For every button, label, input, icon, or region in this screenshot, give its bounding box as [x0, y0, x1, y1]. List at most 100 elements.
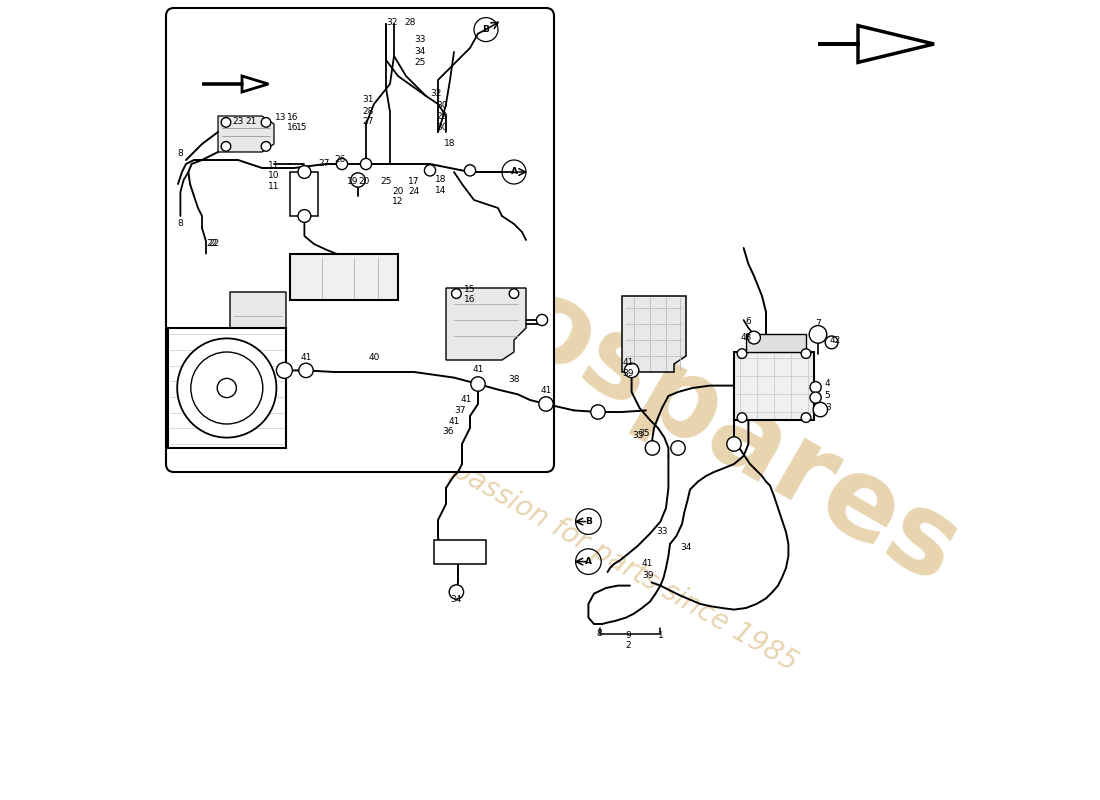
Text: 6: 6: [746, 317, 751, 326]
Circle shape: [471, 377, 485, 391]
Circle shape: [537, 314, 548, 326]
Text: 2: 2: [626, 641, 631, 650]
Text: 30: 30: [437, 101, 448, 110]
Text: 34: 34: [451, 595, 462, 605]
Text: 36: 36: [442, 427, 454, 437]
Text: 15: 15: [464, 285, 475, 294]
Text: 7: 7: [815, 319, 821, 329]
Text: 8: 8: [177, 149, 184, 158]
Circle shape: [464, 165, 475, 176]
Text: 4: 4: [825, 379, 830, 389]
Text: 8: 8: [177, 219, 184, 229]
Circle shape: [221, 142, 231, 151]
Circle shape: [449, 585, 463, 599]
Text: B: B: [483, 25, 490, 34]
Text: 20: 20: [393, 187, 404, 197]
Text: 13: 13: [275, 113, 286, 122]
Text: 40: 40: [368, 353, 379, 362]
Circle shape: [727, 437, 741, 451]
Bar: [290, 172, 318, 216]
Text: 22: 22: [207, 239, 218, 249]
Text: 39: 39: [623, 369, 634, 378]
Text: 10: 10: [268, 171, 279, 181]
Text: 27: 27: [362, 117, 373, 126]
Circle shape: [299, 363, 314, 378]
Circle shape: [810, 326, 827, 343]
Text: 18: 18: [444, 139, 455, 149]
Text: 33: 33: [415, 35, 426, 45]
Circle shape: [539, 397, 553, 411]
Text: 31: 31: [362, 95, 373, 105]
Circle shape: [801, 349, 811, 358]
Circle shape: [351, 173, 365, 187]
Text: 37: 37: [454, 406, 466, 415]
Circle shape: [452, 289, 461, 298]
FancyBboxPatch shape: [166, 8, 554, 472]
Circle shape: [261, 118, 271, 127]
Bar: [434, 540, 486, 564]
Text: 18: 18: [434, 174, 447, 184]
Text: 41: 41: [472, 365, 484, 374]
Text: 38: 38: [508, 375, 519, 385]
Text: 33: 33: [657, 527, 668, 537]
Text: 35: 35: [639, 429, 650, 438]
Text: 16: 16: [287, 113, 298, 122]
Text: 20: 20: [359, 177, 370, 186]
Bar: [167, 328, 286, 448]
Text: 26: 26: [334, 155, 345, 165]
Text: A: A: [510, 167, 517, 177]
Text: 43: 43: [740, 333, 751, 342]
Text: 11: 11: [268, 182, 279, 191]
Text: 14: 14: [434, 186, 447, 195]
Circle shape: [298, 210, 311, 222]
Circle shape: [737, 413, 747, 422]
Circle shape: [748, 331, 760, 344]
Circle shape: [737, 349, 747, 358]
Text: 12: 12: [393, 197, 404, 206]
Text: 41: 41: [623, 358, 634, 367]
Circle shape: [591, 405, 605, 419]
Text: 16: 16: [464, 295, 475, 305]
Polygon shape: [818, 26, 934, 62]
Circle shape: [217, 378, 236, 398]
Text: 28: 28: [405, 18, 416, 27]
Circle shape: [801, 413, 811, 422]
Circle shape: [276, 362, 293, 378]
Text: 30: 30: [437, 123, 448, 133]
Text: 32: 32: [386, 18, 397, 27]
Text: 21: 21: [245, 117, 256, 126]
Circle shape: [221, 118, 231, 127]
Circle shape: [298, 166, 311, 178]
Text: 41: 41: [300, 353, 311, 362]
Circle shape: [425, 165, 436, 176]
Circle shape: [813, 402, 827, 417]
Bar: [734, 352, 814, 420]
Circle shape: [509, 289, 519, 298]
Polygon shape: [202, 76, 268, 92]
Text: B: B: [585, 517, 592, 526]
Text: 42: 42: [829, 335, 840, 345]
Text: 19: 19: [346, 177, 359, 186]
Text: 27: 27: [319, 159, 330, 169]
Text: 41: 41: [540, 386, 552, 395]
Circle shape: [337, 158, 348, 170]
Polygon shape: [218, 116, 274, 152]
Text: 24: 24: [408, 187, 419, 197]
Text: 35: 35: [632, 431, 644, 441]
Text: 22: 22: [208, 239, 220, 249]
Circle shape: [190, 352, 263, 424]
Text: 39: 39: [642, 571, 653, 581]
Text: 41: 41: [460, 395, 472, 405]
Text: 9: 9: [626, 631, 631, 641]
Text: 16: 16: [287, 123, 298, 133]
Text: 8: 8: [596, 629, 603, 638]
Text: 25: 25: [415, 58, 426, 67]
Text: 34: 34: [680, 543, 692, 553]
Text: 15: 15: [296, 123, 308, 133]
Text: 5: 5: [825, 391, 830, 401]
Polygon shape: [230, 292, 286, 372]
Text: 41: 41: [642, 559, 653, 569]
Text: 41: 41: [449, 417, 460, 426]
Circle shape: [625, 363, 639, 378]
Circle shape: [361, 158, 372, 170]
